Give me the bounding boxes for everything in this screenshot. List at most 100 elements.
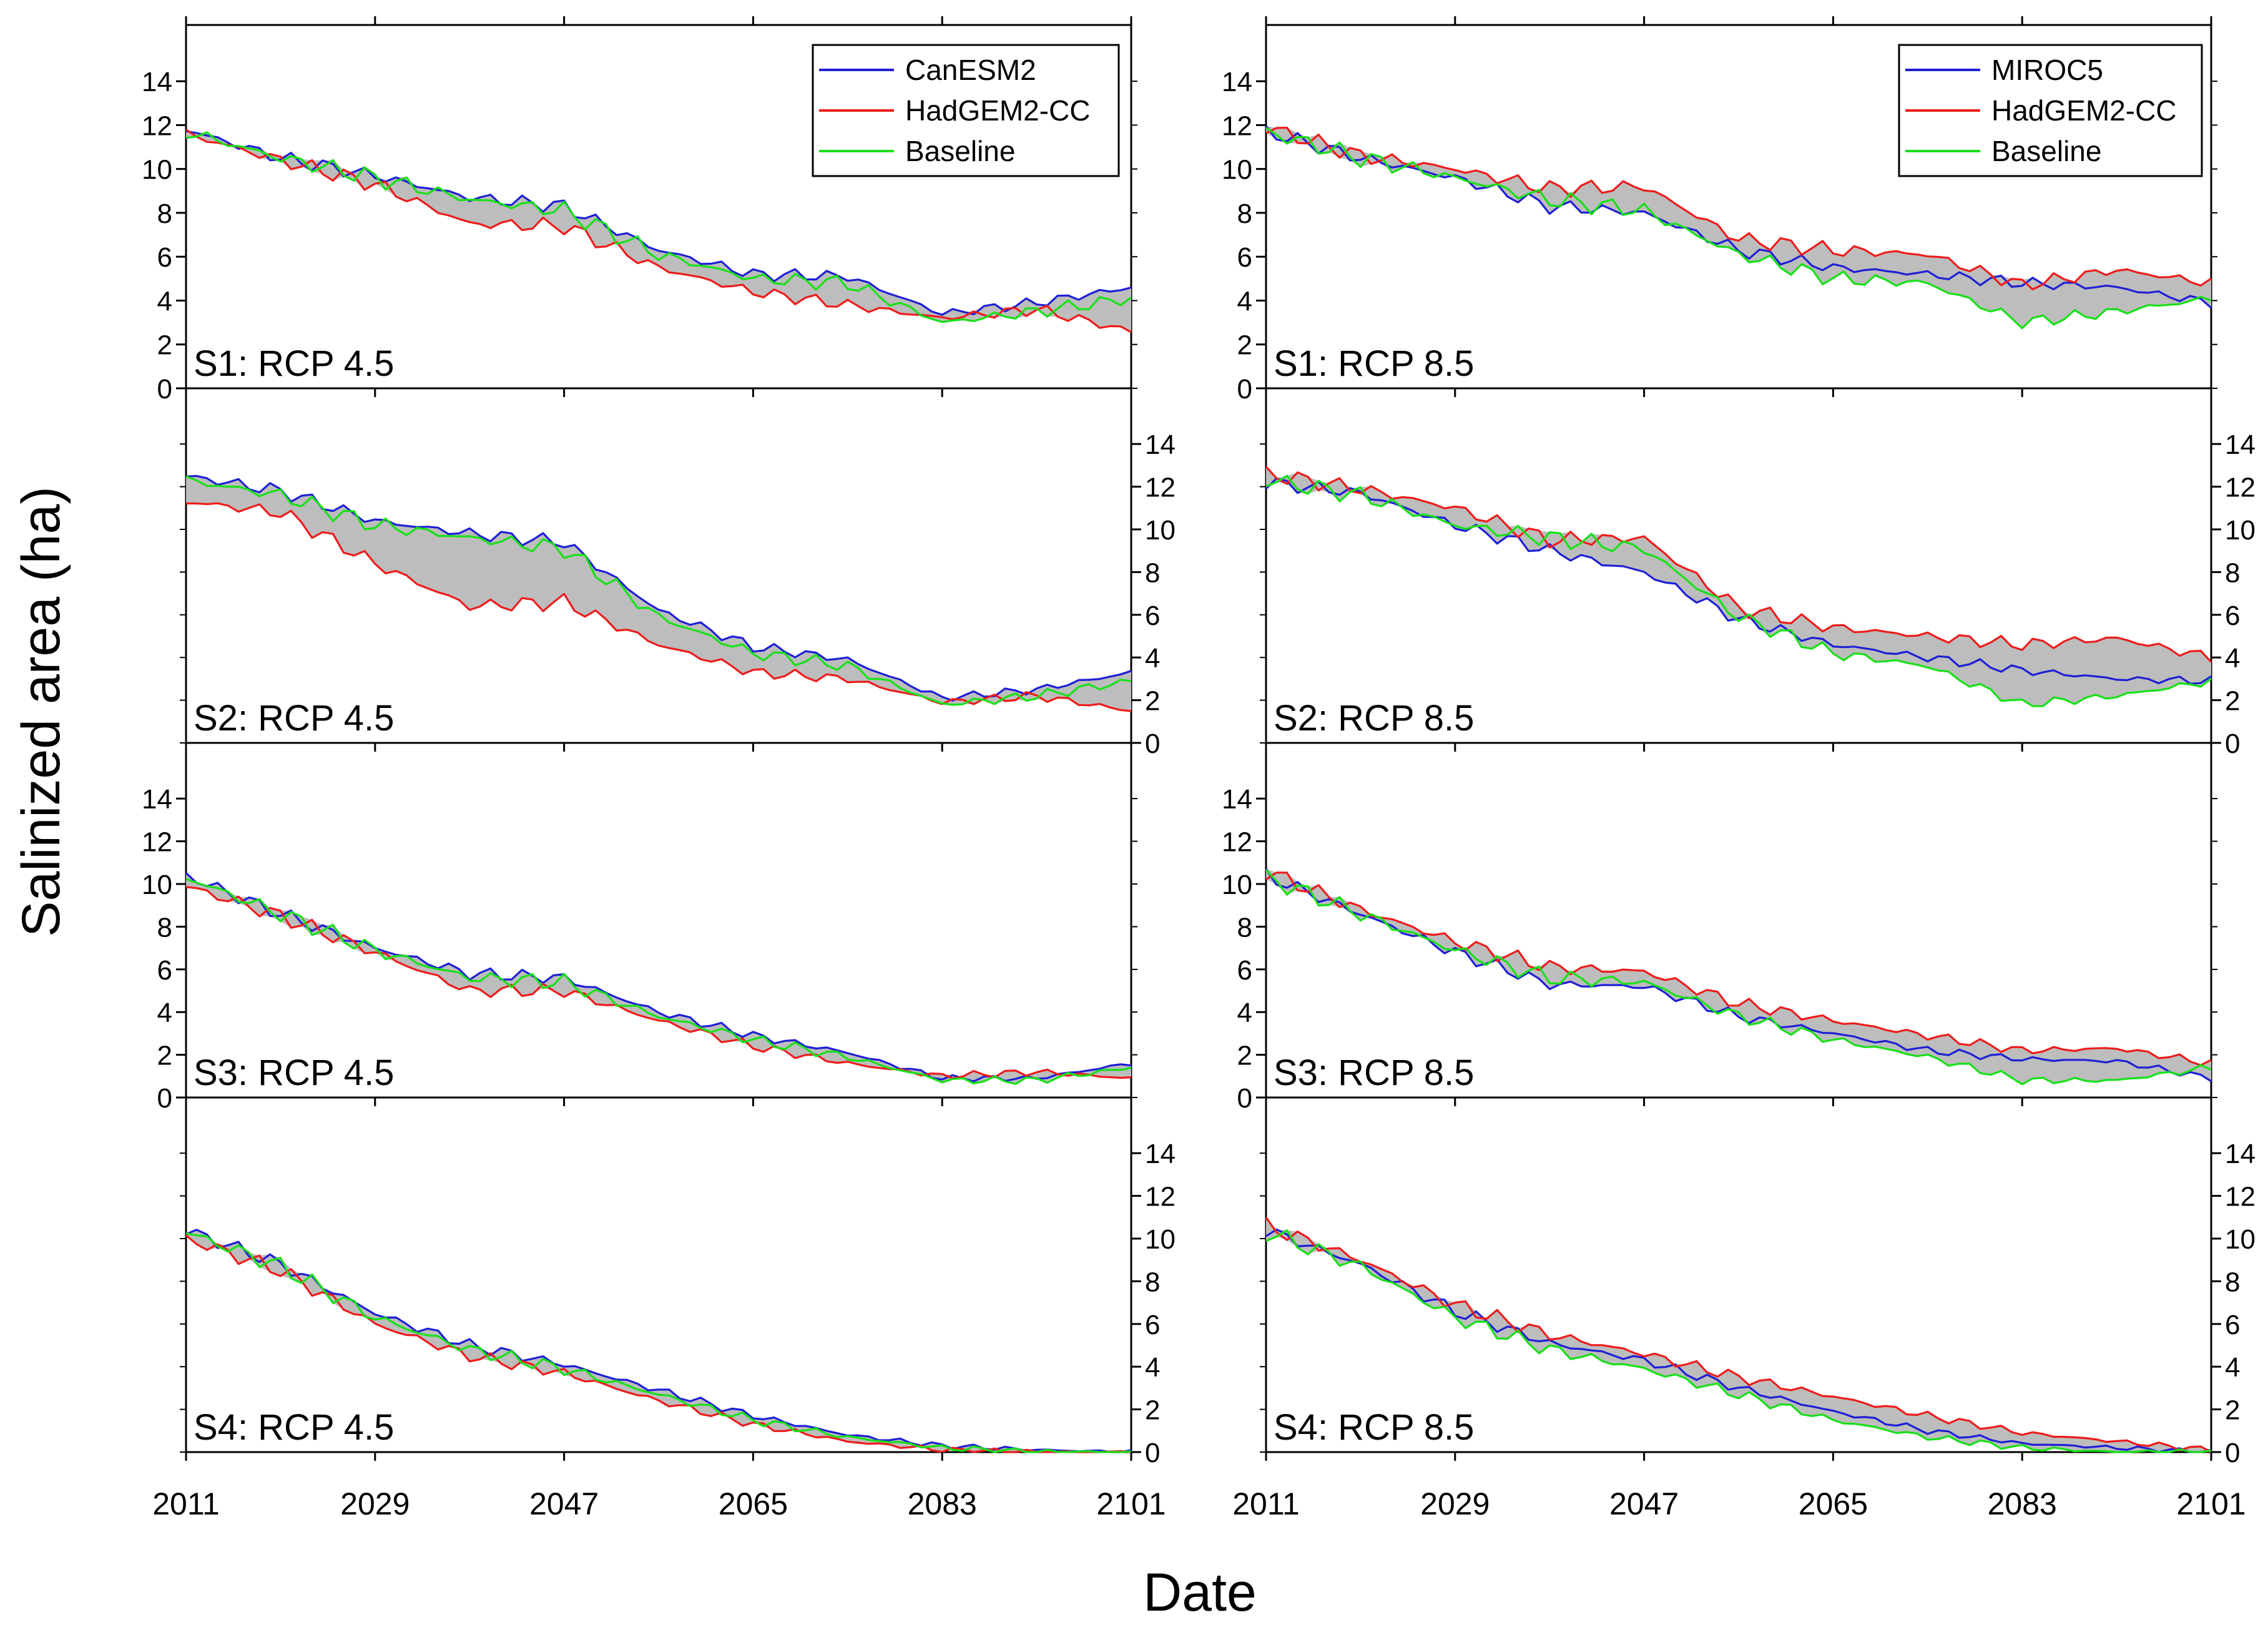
x-tick-label: 2101: [1096, 1486, 1166, 1521]
baseline-line: [185, 1232, 1132, 1453]
baseline-line: [185, 475, 1132, 706]
y-tick-label: 8: [1145, 1267, 1160, 1297]
uncertainty-band: [1266, 868, 2211, 1084]
y-tick-label: 12: [2225, 473, 2256, 503]
model-b-line: [1265, 1216, 2212, 1453]
model-b-line: [1265, 872, 2212, 1066]
model-b-line: [1265, 466, 2212, 663]
y-tick-label: 8: [1237, 912, 1252, 943]
y-tick-label: 14: [142, 67, 172, 97]
panel-frame: [185, 1096, 1132, 1453]
baseline-line: [1265, 1229, 2212, 1453]
x-tick-label: 2047: [1609, 1486, 1679, 1521]
panel-1: 0 2 4 6 8 10 12 14 S1: RCP 4.5 CanESM2 HadGEM2-CC B…: [142, 16, 1137, 405]
model-b-line: [185, 502, 1132, 712]
panel-5: 0 2 4 6 8 10 12 14 S1: RCP 8.5 MIROC5 HadGEM2-CC Ba…: [1222, 16, 2217, 405]
x-tick-label: 2101: [2176, 1486, 2246, 1521]
y-tick-label: 8: [1237, 199, 1252, 229]
y-tick-label: 12: [1222, 827, 1252, 858]
panel-label: S3: RCP 4.5: [194, 1053, 394, 1093]
x-tick-label: 2047: [529, 1486, 599, 1521]
y-tick-label: 0: [1237, 374, 1252, 405]
y-tick-label: 6: [1145, 1310, 1160, 1340]
y-tick-label: 0: [1237, 1083, 1252, 1114]
y-tick-label: 12: [142, 827, 172, 858]
baseline-line: [1265, 869, 2212, 1086]
y-tick-label: 2: [1145, 1395, 1160, 1426]
panel-label: S1: RCP 8.5: [1274, 343, 1474, 384]
baseline-line: [1265, 474, 2212, 707]
y-tick-label: 2: [157, 330, 172, 361]
y-tick-label: 2: [2225, 686, 2240, 717]
y-tick-label: 10: [1222, 870, 1252, 900]
y-tick-label: 14: [2225, 1139, 2256, 1169]
x-tick-label: 2029: [1420, 1486, 1490, 1521]
y-tick-label: 4: [157, 998, 172, 1028]
uncertainty-band: [1266, 466, 2211, 707]
uncertainty-band: [1266, 125, 2211, 328]
model-b-line: [185, 886, 1132, 1079]
y-tick-label: 14: [1145, 430, 1176, 460]
legend: MIROC5 HadGEM2-CC Baseline: [1898, 44, 2203, 177]
y-tick-label: 6: [157, 242, 172, 273]
model-a-line: [1265, 477, 2212, 685]
model-b-line: [185, 1234, 1132, 1453]
y-tick-label: 0: [1145, 729, 1160, 759]
y-tick-label: 6: [1145, 601, 1160, 631]
model-b-line: [1265, 126, 2212, 291]
baseline-line: [185, 131, 1132, 323]
y-tick-label: 10: [142, 155, 172, 185]
y-tick-label: 6: [157, 955, 172, 986]
y-tick-label: 8: [157, 912, 172, 943]
y-tick-label: 6: [2225, 601, 2240, 631]
x-tick-label: 2065: [1799, 1486, 1868, 1521]
y-tick-label: 4: [1145, 643, 1160, 674]
y-tick-label: 10: [2225, 515, 2256, 546]
y-tick-label: 0: [2225, 1438, 2240, 1468]
y-tick-label: 0: [2225, 729, 2240, 759]
legend-label: HadGEM2-CC: [1991, 94, 2177, 127]
panel-frame: [1265, 1096, 2212, 1453]
y-tick-label: 6: [1237, 955, 1252, 986]
panel-4: 0 2 4 6 8 10 12 14 2011 2029 2047 2065 2083 2101 S4: R…: [152, 1096, 1176, 1521]
x-tick-label: 2083: [1988, 1486, 2057, 1521]
legend-label: Baseline: [1991, 135, 2101, 167]
legend-label: MIROC5: [1991, 54, 2103, 86]
model-b-line: [185, 129, 1132, 333]
y-tick-label: 4: [2225, 643, 2240, 674]
y-tick-label: 2: [1237, 330, 1252, 361]
y-tick-label: 2: [1145, 686, 1160, 717]
y-tick-label: 8: [157, 199, 172, 229]
y-tick-label: 10: [1222, 155, 1252, 185]
y-tick-label: 12: [142, 110, 172, 141]
legend-label: Baseline: [905, 135, 1015, 167]
y-tick-label: 8: [1145, 557, 1160, 588]
baseline-line: [185, 878, 1132, 1085]
y-tick-label: 12: [2225, 1182, 2256, 1212]
panel-6: 0 2 4 6 8 10 12 14 S2: RCP 8.5: [1260, 387, 2256, 759]
y-tick-label: 10: [142, 870, 172, 900]
y-tick-label: 4: [1237, 286, 1252, 317]
model-a-line: [185, 1229, 1132, 1453]
y-tick-label: 12: [1145, 1182, 1176, 1212]
x-tick-label: 2011: [1232, 1486, 1300, 1521]
y-tick-label: 4: [1145, 1352, 1160, 1383]
y-tick-label: 4: [1237, 998, 1252, 1028]
y-tick-label: 12: [1145, 473, 1176, 503]
legend: CanESM2 HadGEM2-CC Baseline: [812, 44, 1120, 177]
legend-label: CanESM2: [905, 54, 1036, 86]
y-tick-label: 10: [1145, 515, 1176, 546]
panels-layer: 0 2 4 6 8 10 12 14 S1: RCP 4.5 CanESM2 HadGEM2-CC B…: [142, 16, 2256, 1521]
panel-label: S2: RCP 8.5: [1274, 698, 1474, 739]
y-tick-label: 14: [1145, 1139, 1176, 1169]
panel-3: 0 2 4 6 8 10 12 14 S3: RCP 4.5: [142, 742, 1137, 1114]
y-tick-label: 10: [2225, 1224, 2256, 1255]
panel-label: S4: RCP 4.5: [194, 1407, 394, 1448]
panel-label: S2: RCP 4.5: [194, 698, 394, 739]
x-tick-label: 2011: [152, 1486, 220, 1521]
model-a-line: [1265, 868, 2212, 1083]
y-tick-label: 12: [1222, 110, 1252, 141]
y-tick-label: 0: [157, 374, 172, 405]
